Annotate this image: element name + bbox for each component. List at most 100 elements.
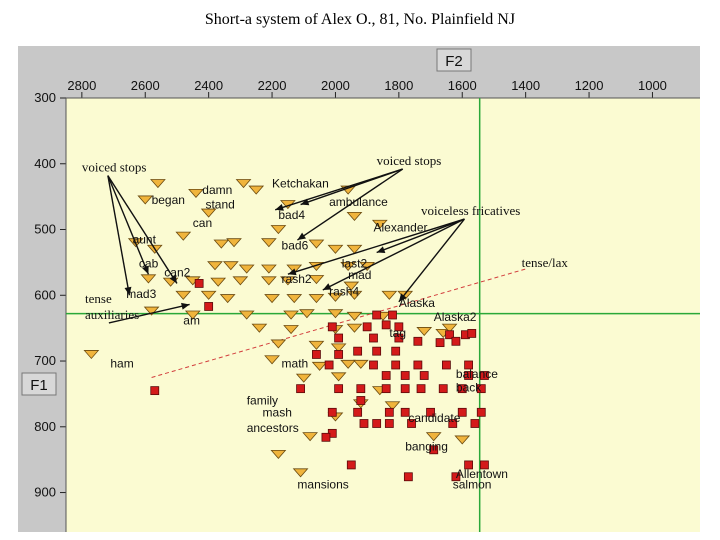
lax-token [340, 359, 357, 369]
word-label: began [152, 193, 185, 207]
lax-token [226, 238, 242, 248]
lax-token [299, 309, 315, 319]
lax-token [283, 325, 299, 335]
tense-token [413, 336, 423, 346]
lax-token [327, 244, 344, 254]
annotation-label: voiceless fricatives [421, 203, 520, 218]
lax-token [137, 195, 154, 205]
tense-token [346, 460, 356, 470]
tense-token [391, 346, 401, 356]
lax-token [311, 361, 328, 371]
lax-token [327, 309, 344, 319]
tense-lax-label: tense/lax [522, 255, 569, 270]
word-label: ambulance [329, 195, 388, 209]
tense-token [464, 360, 473, 370]
lax-token [200, 208, 217, 218]
tense-token [150, 386, 160, 396]
lax-token [308, 239, 325, 249]
arrow-head [142, 265, 149, 275]
tense-token [457, 407, 467, 417]
tense-token [321, 432, 331, 442]
tense-tokens [150, 279, 489, 482]
word-label: mad [348, 268, 371, 282]
chart-title: Short-a system of Alex O., 81, No. Plain… [205, 11, 515, 28]
lax-token [270, 450, 287, 460]
word-label: candidate [408, 411, 460, 425]
annotation-arrow [107, 175, 150, 275]
arrow-head [322, 283, 332, 291]
tense-token [312, 350, 321, 359]
annotation-arrow [398, 218, 465, 303]
word-label: math [282, 357, 309, 371]
lax-token [251, 323, 268, 333]
lax-token [327, 292, 344, 302]
tense-token [438, 384, 448, 394]
annotation-label: auxiliaries [85, 307, 139, 322]
lax-token [83, 350, 100, 360]
lax-token [346, 244, 363, 254]
tense-token [435, 338, 445, 348]
tense-token [480, 460, 489, 470]
tense-token [426, 407, 435, 417]
word-label: stand [205, 198, 234, 212]
tense-token [400, 407, 410, 417]
word-label: Ketchakan [272, 176, 329, 190]
x-tick-label: 1200 [575, 78, 604, 93]
tense-token [372, 346, 382, 356]
word-label: Allentown [456, 467, 508, 481]
tense-token [429, 445, 439, 455]
word-label: can2 [164, 265, 190, 279]
tense-token [476, 407, 486, 417]
word-label: last2 [342, 257, 368, 271]
x-tick-label: 2800 [67, 78, 96, 93]
tense-token [407, 419, 416, 428]
tense-token [464, 460, 473, 470]
tense-token [400, 371, 410, 380]
word-label: rash2 [282, 272, 312, 286]
tense-token [384, 407, 394, 417]
word-label: mad3 [126, 287, 156, 301]
y-tick-label: 700 [34, 353, 56, 368]
lax-token [295, 373, 312, 383]
lax-token [207, 261, 223, 271]
arrow-head [169, 274, 177, 284]
lax-token [143, 306, 160, 316]
tense-token [388, 310, 397, 320]
lax-token [200, 290, 217, 300]
word-label: bad4 [278, 208, 305, 222]
lax-token [381, 290, 398, 300]
tense-token [381, 320, 391, 330]
tense-token [448, 419, 458, 428]
tense-token [334, 384, 344, 394]
lax-token [270, 339, 287, 349]
tense-token [372, 419, 382, 428]
lax-token [352, 359, 369, 369]
lax-token [330, 372, 347, 382]
f1-axis-label: F1 [30, 377, 48, 394]
tense-token [327, 322, 337, 332]
annotations: voiced stops voiced stops voiceless fricat… [82, 153, 520, 324]
y-tick-label: 500 [34, 222, 56, 237]
tense-lax-divider [151, 268, 526, 378]
word-label: back [456, 380, 482, 394]
lax-token [384, 401, 401, 411]
lax-token [371, 219, 388, 229]
tense-token [403, 472, 413, 482]
word-label: Alaska2 [434, 310, 477, 324]
tense-token [457, 384, 467, 394]
annotation-arrow [107, 175, 178, 284]
lax-token [140, 274, 157, 284]
lax-token [219, 294, 236, 304]
word-label: Alexander [373, 221, 427, 235]
tense-token [391, 360, 401, 370]
lax-token [222, 261, 239, 271]
x-tick-label: 2600 [131, 78, 160, 93]
word-label: can [193, 216, 212, 230]
lax-token [150, 179, 166, 189]
tense-token [441, 360, 451, 370]
lax-token [416, 327, 433, 337]
annotation-arrow [322, 218, 465, 291]
y-tick-label: 900 [34, 485, 56, 500]
lax-token [308, 340, 325, 350]
